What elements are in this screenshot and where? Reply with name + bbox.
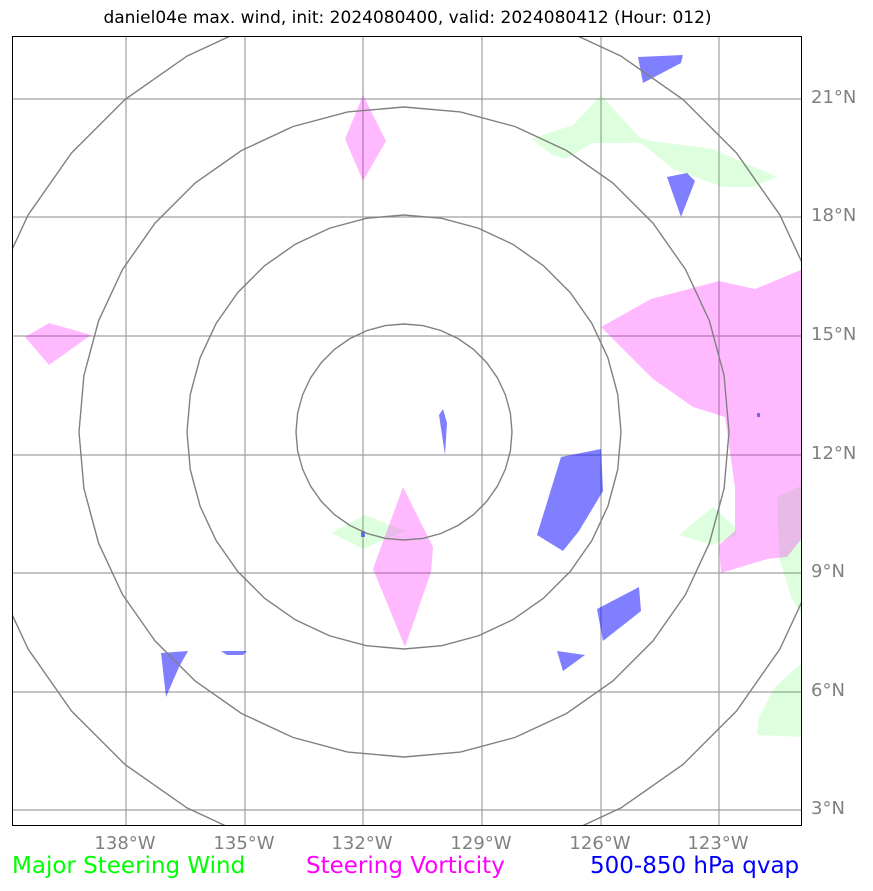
qvap-area <box>597 587 641 641</box>
lat-label-3n: 3°N <box>811 798 845 819</box>
lon-label-126w: 126°W <box>569 833 631 854</box>
lat-label-15n: 15°N <box>811 324 857 345</box>
qvap-area <box>667 173 695 217</box>
steering-wind-area <box>757 663 801 737</box>
range-ring <box>295 323 513 541</box>
range-ring <box>186 214 622 650</box>
legend-steering-wind: Major Steering Wind <box>12 853 246 879</box>
steering-wind-areas <box>331 95 801 737</box>
legend-steering-vorticity: Steering Vorticity <box>306 853 505 879</box>
steering-vorticity-areas <box>25 95 801 647</box>
map-title: daniel04e max. wind, init: 2024080400, v… <box>103 8 712 28</box>
steering-vorticity-area <box>25 323 91 365</box>
steering-vorticity-area <box>345 95 386 181</box>
lat-label-18n: 18°N <box>811 205 857 226</box>
qvap-area <box>439 409 447 455</box>
map-canvas <box>13 37 801 825</box>
range-ring <box>13 37 801 825</box>
steering-wind-area <box>679 507 737 545</box>
qvap-area <box>537 449 603 551</box>
qvap-area <box>557 651 585 671</box>
qvap-area <box>638 55 683 83</box>
range-ring <box>78 106 730 758</box>
qvap-area <box>757 413 760 417</box>
lon-label-132w: 132°W <box>331 833 393 854</box>
lon-label-129w: 129°W <box>450 833 512 854</box>
map-panel <box>12 36 802 826</box>
longitude-gridlines <box>125 37 720 825</box>
lat-label-12n: 12°N <box>811 443 857 464</box>
range-rings <box>13 37 801 825</box>
latitude-gridlines <box>13 98 801 811</box>
steering-wind-area <box>531 95 777 187</box>
steering-vorticity-area <box>601 269 801 573</box>
lon-label-138w: 138°W <box>94 833 156 854</box>
lat-label-6n: 6°N <box>811 680 845 701</box>
steering-wind-area <box>331 515 405 549</box>
qvap-area <box>221 651 247 655</box>
steering-wind-area <box>777 485 801 614</box>
lon-label-123w: 123°W <box>687 833 749 854</box>
lat-label-9n: 9°N <box>811 561 845 582</box>
steering-vorticity-area <box>373 487 433 647</box>
lon-label-135w: 135°W <box>213 833 275 854</box>
qvap-areas <box>161 55 760 697</box>
qvap-area <box>161 651 188 697</box>
lat-label-21n: 21°N <box>811 87 857 108</box>
legend-qvap: 500-850 hPa qvap <box>590 853 800 879</box>
